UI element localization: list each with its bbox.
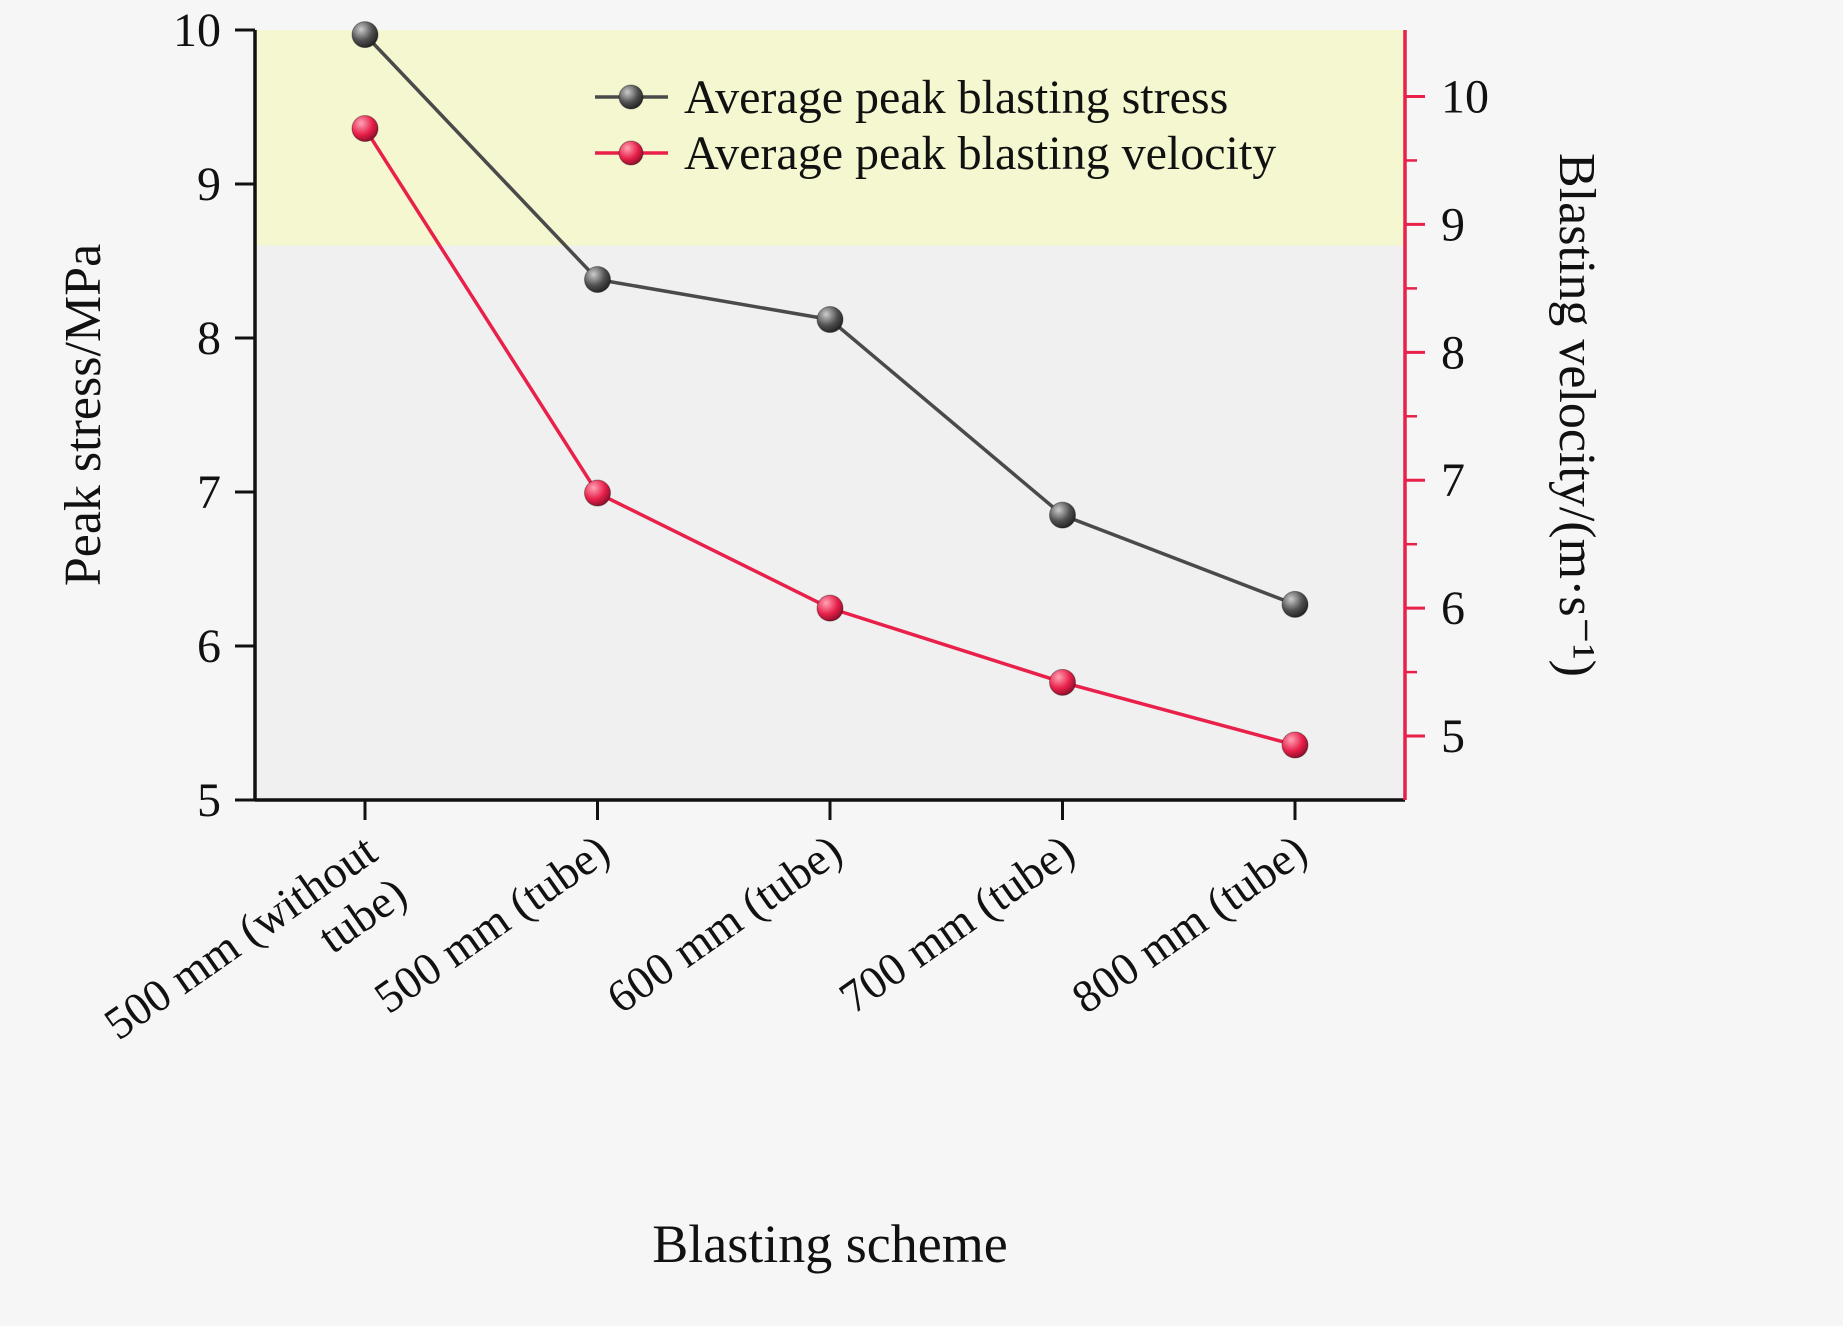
legend-label: Average peak blasting stress	[684, 71, 1228, 124]
right-tick-label: 6	[1441, 582, 1465, 635]
data-point-stress	[1049, 501, 1076, 529]
x-tick-label-line: 700 mm (tube)	[830, 824, 1083, 1023]
data-point-stress	[1281, 590, 1309, 618]
right-axis-title: Blasting velocity/(m·s⁻¹)	[1548, 153, 1605, 677]
data-point-stress	[584, 265, 611, 293]
data-point-velocity	[1281, 731, 1309, 759]
legend-label: Average peak blasting velocity	[684, 127, 1276, 180]
right-tick-label: 8	[1441, 326, 1465, 379]
right-tick-label: 7	[1441, 454, 1465, 507]
left-tick-label: 9	[197, 158, 221, 211]
data-point-velocity	[1049, 668, 1076, 696]
right-tick-label: 5	[1441, 710, 1465, 763]
x-tick-label: 500 mm (tube)	[365, 824, 618, 1023]
left-tick-label: 5	[197, 774, 221, 827]
highlight-band	[255, 30, 1405, 246]
legend-marker	[618, 140, 644, 166]
left-tick-label: 6	[197, 620, 221, 673]
x-tick-label: 600 mm (tube)	[598, 824, 851, 1023]
x-tick-label-line: 500 mm (tube)	[365, 824, 618, 1023]
data-point-stress	[351, 21, 379, 49]
x-tick-label: 800 mm (tube)	[1063, 824, 1316, 1023]
left-tick-label: 10	[173, 4, 221, 57]
data-point-stress	[816, 306, 844, 334]
right-tick-label: 9	[1441, 198, 1465, 251]
left-tick-label: 7	[197, 466, 221, 519]
data-point-velocity	[351, 114, 379, 142]
legend-marker	[618, 84, 644, 110]
data-point-velocity	[816, 594, 844, 622]
data-point-velocity	[584, 479, 611, 507]
left-tick-label: 8	[197, 312, 221, 365]
x-tick-label-line: 800 mm (tube)	[1063, 824, 1316, 1023]
x-tick-label: 700 mm (tube)	[830, 824, 1083, 1023]
right-tick-label: 10	[1441, 71, 1489, 124]
left-axis-title: Peak stress/MPa	[55, 244, 112, 586]
x-axis-title: Blasting scheme	[652, 1214, 1007, 1274]
x-tick-label-line: 600 mm (tube)	[598, 824, 851, 1023]
